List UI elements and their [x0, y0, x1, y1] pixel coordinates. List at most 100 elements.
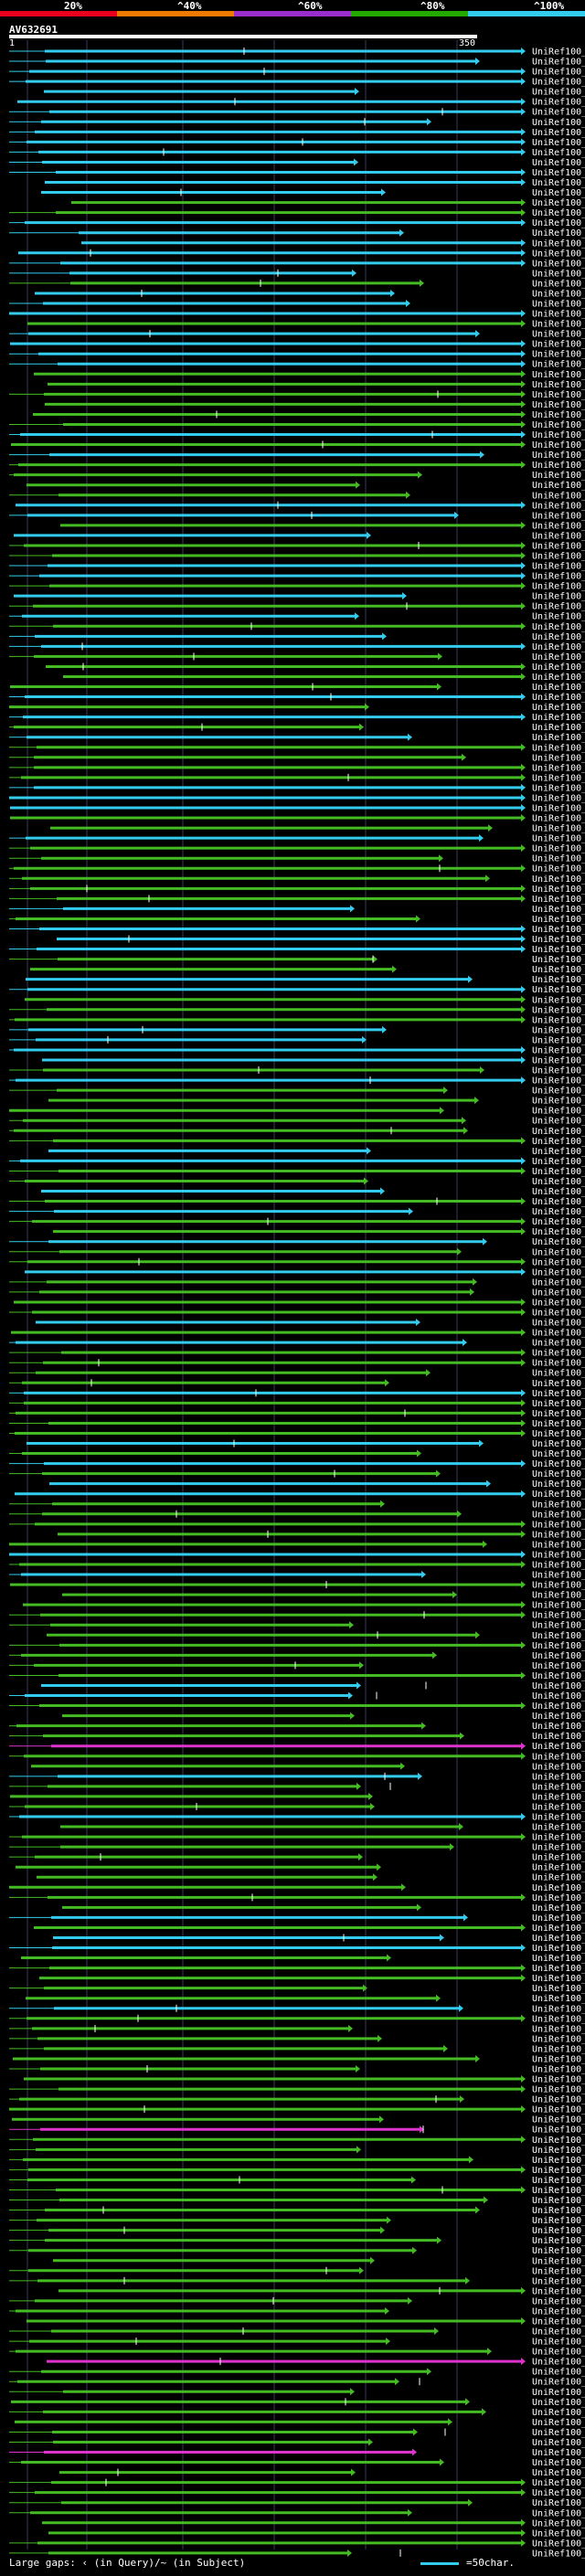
hit-label[interactable]: UniRef100_A2F954 — [532, 2368, 585, 2378]
hit-label[interactable]: UniRef100_B4K3F2 — [532, 2156, 585, 2166]
hit-row[interactable]: UniRef100_Q0J134 — [9, 723, 585, 733]
hit-label[interactable]: UniRef100_UP1000.. — [532, 955, 585, 965]
hit-label[interactable]: UniRef100_C1M819 — [532, 1479, 585, 1489]
hit-row[interactable]: UniRef100_Q2V991 — [63, 673, 585, 683]
hit-label[interactable]: UniRef100_Q29UD1 — [532, 965, 585, 975]
hit-label[interactable]: UniRef100_C5D4Y2 — [532, 1661, 585, 1671]
hit-row[interactable]: UniRef100_A2Q9R8 — [9, 1429, 585, 1439]
hit-row[interactable]: UniRef100_O24456 — [9, 793, 585, 803]
hit-label[interactable]: UniRef100_Q5DCH7 — [532, 2075, 585, 2085]
hit-row[interactable]: UniRef100_C9FTF3 — [16, 501, 585, 511]
hit-label[interactable]: UniRef100_Q6G9B4 — [532, 1399, 585, 1409]
hit-label[interactable]: UniRef100_Q01369 — [532, 975, 585, 985]
hit-label[interactable]: UniRef100_Q18649 — [532, 925, 585, 935]
hit-label[interactable]: UniRef100_Q9SQ60 — [532, 683, 585, 693]
hit-label[interactable]: UniRef100_Q2F9M3 — [532, 1802, 585, 1812]
hit-row[interactable]: UniRef100_B9WKS3 — [9, 2125, 585, 2136]
hit-row[interactable]: UniRef100_Q6J0Y5 — [9, 572, 585, 582]
hit-label[interactable]: UniRef100_B6AWF2 — [532, 1339, 585, 1349]
hit-label[interactable]: UniRef100_Q755X3 — [532, 2337, 585, 2348]
hit-row[interactable]: UniRef100_Q0GN69 — [60, 1823, 585, 1833]
hit-label[interactable]: UniRef100_C1BZP4 — [532, 340, 585, 350]
hit-row[interactable]: UniRef100_B8MBK5 — [9, 1561, 585, 1571]
hit-row[interactable]: UniRef100_UP1000.. — [9, 491, 585, 501]
hit-row[interactable]: UniRef100_Q6CEY4 — [13, 2054, 585, 2064]
hit-row[interactable]: UniRef100_A4S9H8 — [9, 108, 585, 118]
hit-row[interactable]: UniRef100_C5MFL3 — [9, 2004, 585, 2014]
hit-row[interactable]: UniRef100_Q32257 — [10, 814, 585, 824]
hit-row[interactable]: UniRef100_A6KUJ0 — [9, 1510, 585, 1520]
hit-label[interactable]: UniRef100_Q59LK1 — [532, 773, 585, 783]
hit-label[interactable]: UniRef100_B7G365 — [532, 783, 585, 793]
hit-row[interactable]: UniRef100_C4QP69 — [9, 2226, 585, 2236]
hit-label[interactable]: UniRef100_UP1000.. — [532, 259, 585, 269]
hit-label[interactable]: UniRef100_C4YT14 — [532, 2115, 585, 2125]
hit-label[interactable]: UniRef100_C5E1D7 — [532, 2348, 585, 2358]
hit-label[interactable]: UniRef100_B6AMF2 — [532, 1329, 585, 1339]
hit-label[interactable]: UniRef100_A7TSL1 — [532, 2408, 585, 2418]
hit-label[interactable]: UniRef100_C4LYX8 — [532, 2528, 585, 2539]
hit-label[interactable]: UniRef100_A2DF54 — [532, 2378, 585, 2388]
hit-row[interactable]: UniRef100_C0NNK2 — [9, 1611, 585, 1621]
hit-label[interactable]: UniRef100_A7E2L4 — [532, 310, 585, 320]
hit-row[interactable]: UniRef100_A6MUZ1 — [9, 1853, 585, 1863]
hit-row[interactable]: UniRef100_A5DMQ4 — [9, 2136, 585, 2146]
hit-row[interactable]: UniRef100_Q5GLB0 — [9, 1964, 585, 1974]
hit-row[interactable]: UniRef100_C5YV24 — [9, 1177, 585, 1187]
hit-row[interactable]: UniRef100_Q9HFZ2 — [15, 1489, 585, 1500]
hit-label[interactable]: UniRef100_P87066 — [532, 1035, 585, 1045]
hit-label[interactable]: UniRef100_UP1000.. — [532, 208, 585, 218]
hit-label[interactable]: UniRef100_P25387 — [532, 58, 585, 68]
hit-row[interactable]: UniRef100_A6E7X2 — [47, 2358, 585, 2368]
hit-label[interactable]: UniRef100_B3RN27 — [532, 1127, 585, 1137]
hit-label[interactable]: UniRef100_C1BLX6 — [532, 239, 585, 249]
hit-label[interactable]: UniRef100_Q1WLW3 — [532, 48, 585, 58]
hit-label[interactable]: UniRef100_C4M6P6 — [532, 2488, 585, 2498]
hit-label[interactable]: UniRef100_Q7J0Q8 — [532, 1076, 585, 1087]
hit-label[interactable]: UniRef100_A5D408 — [532, 2095, 585, 2105]
hit-label[interactable]: UniRef100_A4R8U5 — [532, 1813, 585, 1823]
hit-row[interactable]: UniRef100_UP1000.. — [9, 1641, 585, 1651]
hit-label[interactable]: UniRef100_UP1000.. — [532, 703, 585, 713]
hit-row[interactable]: UniRef100_Q2F9M3 — [9, 1802, 585, 1812]
hit-row[interactable]: UniRef100_Q8J225 — [9, 1469, 585, 1479]
hit-row[interactable]: UniRef100_Q2NA76 — [14, 531, 585, 541]
hit-row[interactable]: UniRef100_C4YT14 — [12, 2115, 585, 2125]
hit-label[interactable]: UniRef100_A9TNV3 — [532, 88, 585, 98]
hit-row[interactable]: UniRef100_UP1000.. — [25, 1267, 585, 1277]
hit-label[interactable]: UniRef100_C9SG11 — [532, 985, 585, 995]
hit-row[interactable]: UniRef100_Q07BN6 — [9, 1419, 585, 1429]
hit-label[interactable]: UniRef100_UP1000.. — [532, 168, 585, 178]
hit-label[interactable]: UniRef100_O24456 — [532, 793, 585, 803]
hit-row[interactable]: UniRef100_C7TQP3 — [9, 2206, 585, 2216]
hit-label[interactable]: UniRef100_UP1000.. — [532, 1944, 585, 1954]
hit-label[interactable]: UniRef100_B6H0Z5 — [532, 1217, 585, 1227]
hit-label[interactable]: UniRef100_A6E7X2 — [532, 2358, 585, 2368]
hit-label[interactable]: UniRef100_Q6PPH2 — [532, 1319, 585, 1329]
hit-row[interactable]: UniRef100_B3DNY1 — [23, 1601, 585, 1611]
hit-row[interactable]: UniRef100_Q39336 — [14, 592, 585, 602]
hit-row[interactable]: UniRef100_B4LCS2 — [53, 1934, 585, 1944]
hit-label[interactable]: UniRef100_B9XE32 — [532, 2428, 585, 2438]
hit-label[interactable]: UniRef100_C5FEE7 — [532, 1379, 585, 1389]
hit-row[interactable]: UniRef100_B7SF60 — [9, 1883, 585, 1893]
hit-row[interactable]: UniRef100_Q4UH19 — [9, 1984, 585, 1994]
hit-label[interactable]: UniRef100_A2ELY7 — [532, 2306, 585, 2316]
hit-label[interactable]: UniRef100_C4JWE7 — [532, 1097, 585, 1107]
hit-row[interactable]: UniRef100_C0BLQ5 — [41, 1681, 585, 1691]
hit-row[interactable]: UniRef100_C3VAP1 — [9, 854, 585, 864]
hit-row[interactable]: UniRef100_Q6ZQM2 — [9, 1722, 585, 1732]
hit-row[interactable]: UniRef100_UP1000.. — [10, 1581, 585, 1591]
hit-row[interactable]: UniRef100_Q29MB0 — [9, 1520, 585, 1530]
hit-row[interactable]: UniRef100_A6BXM7 — [53, 2256, 585, 2266]
hit-label[interactable]: UniRef100_B4PXM1 — [532, 1349, 585, 1359]
hit-label[interactable]: UniRef100_A9V0R2 — [532, 2216, 585, 2226]
hit-row[interactable]: UniRef100_C1C2G1 — [9, 1701, 585, 1712]
hit-label[interactable]: UniRef100_A7T275 — [532, 1752, 585, 1762]
hit-row[interactable]: UniRef100_C5DUP1 — [9, 1651, 585, 1661]
hit-row[interactable]: UniRef100_Q2F5M4 — [9, 1197, 585, 1207]
hit-label[interactable]: UniRef100_UP1000.. — [532, 269, 585, 279]
hit-label[interactable]: UniRef100_C5YV24 — [532, 1177, 585, 1187]
hit-label[interactable]: UniRef100_UP1000.. — [532, 1369, 585, 1379]
hit-label[interactable]: UniRef100_Q6CEY4 — [532, 2054, 585, 2064]
